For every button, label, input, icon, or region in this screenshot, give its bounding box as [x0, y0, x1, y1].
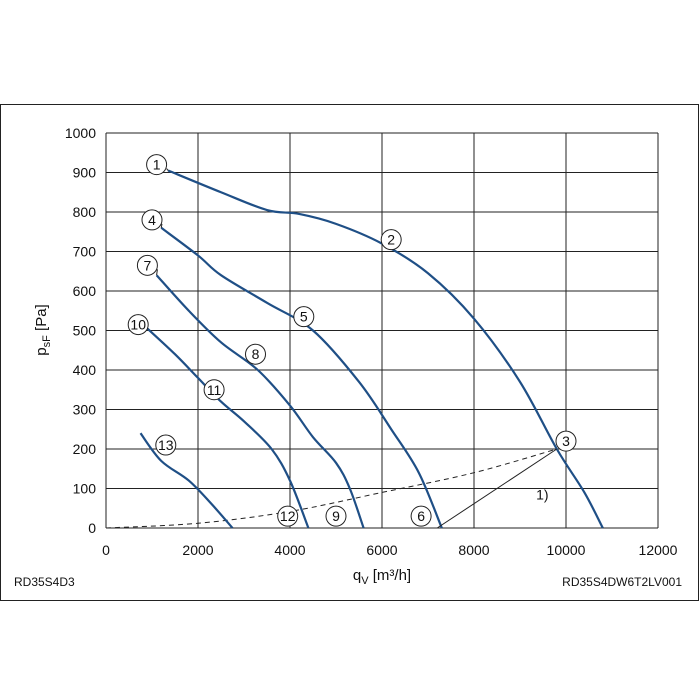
- annotation-leader: [166, 168, 169, 171]
- annotation-label: 8: [252, 346, 260, 362]
- annotation-label: 3: [562, 433, 570, 449]
- series-line-E: [139, 432, 234, 529]
- note-label: 1): [536, 486, 548, 502]
- annotation-circle: [245, 343, 266, 365]
- y-axis-label-main: p: [33, 347, 50, 355]
- annotation-circle: [325, 505, 347, 527]
- grid: [105, 132, 659, 529]
- footer-left: RD35S4D3: [14, 575, 75, 589]
- series-line-D: [146, 327, 310, 529]
- chart-frame: [0, 104, 699, 601]
- annotation-circle: [136, 254, 158, 276]
- x-axis-label-sub: V: [361, 575, 369, 587]
- annotation-label: 12: [280, 508, 296, 524]
- annotation-label: 7: [144, 257, 152, 273]
- series-line-B: [160, 226, 443, 529]
- annotation-circle: [293, 306, 315, 328]
- annotation-circle: [155, 434, 177, 456]
- x-axis-label-main: q: [353, 567, 361, 584]
- annotation-circle: [141, 209, 163, 231]
- series-line-A: [167, 169, 604, 529]
- y-tick-labels: 0 100 200 300 400 500 600 700 800 900 1000: [65, 125, 96, 536]
- footer-right: RD35S4DW6T2LV001: [562, 575, 682, 589]
- annotation-label: 9: [332, 508, 340, 524]
- y-axis-label-unit: [Pa]: [33, 304, 50, 335]
- x-tick-label: 8000: [458, 542, 489, 558]
- x-tick-label: 0: [102, 542, 110, 558]
- annotation-circle: [127, 314, 149, 336]
- annotation-label: 6: [417, 508, 425, 524]
- annotation-label: 1: [153, 157, 161, 173]
- y-tick-label: 300: [73, 402, 97, 418]
- y-tick-label: 0: [88, 520, 96, 536]
- annotation-circle: [410, 505, 432, 527]
- y-axis-label-sub: sF: [41, 335, 53, 348]
- x-tick-label: 12000: [639, 542, 678, 558]
- annotation-circle: [146, 154, 168, 176]
- y-tick-label: 1000: [65, 125, 96, 141]
- y-tick-label: 600: [73, 283, 97, 299]
- x-tick-labels: 0 2000 4000 6000 8000 10000 12000: [102, 542, 678, 558]
- annotation-leader: [156, 269, 158, 276]
- x-tick-label: 4000: [274, 542, 305, 558]
- annotation-label: 5: [300, 309, 308, 325]
- series-group: [139, 169, 604, 529]
- y-tick-label: 400: [73, 362, 97, 378]
- annotation-leader: [160, 223, 163, 228]
- y-tick-label: 200: [73, 441, 97, 457]
- annotation-label: 10: [130, 317, 146, 333]
- y-tick-label: 800: [73, 204, 97, 220]
- system-curve-line: [105, 448, 557, 529]
- x-tick-label: 6000: [366, 542, 397, 558]
- annotation-circle: [380, 229, 402, 251]
- x-tick-label: 2000: [182, 542, 213, 558]
- note-lines: 1): [436, 448, 558, 529]
- annotation-label: 2: [387, 232, 395, 248]
- y-axis-label: psF [Pa]: [33, 304, 53, 355]
- x-axis-label-unit: [m³/h]: [369, 567, 412, 584]
- annotation-label: 4: [148, 212, 156, 228]
- y-tick-label: 500: [73, 323, 97, 339]
- annotation-circle: [277, 505, 299, 527]
- x-axis-label: qV [m³/h]: [353, 567, 411, 587]
- y-tick-label: 700: [73, 244, 97, 260]
- annotation-circle: [555, 430, 577, 452]
- annotation-label: 11: [207, 382, 222, 398]
- annotation-label: 13: [158, 437, 174, 453]
- y-tick-label: 100: [73, 481, 97, 497]
- annotation-circle: [203, 379, 225, 401]
- y-tick-label: 900: [73, 165, 97, 181]
- system-curve: [105, 448, 557, 529]
- x-tick-label: 10000: [547, 542, 586, 558]
- series-line-C: [155, 274, 365, 529]
